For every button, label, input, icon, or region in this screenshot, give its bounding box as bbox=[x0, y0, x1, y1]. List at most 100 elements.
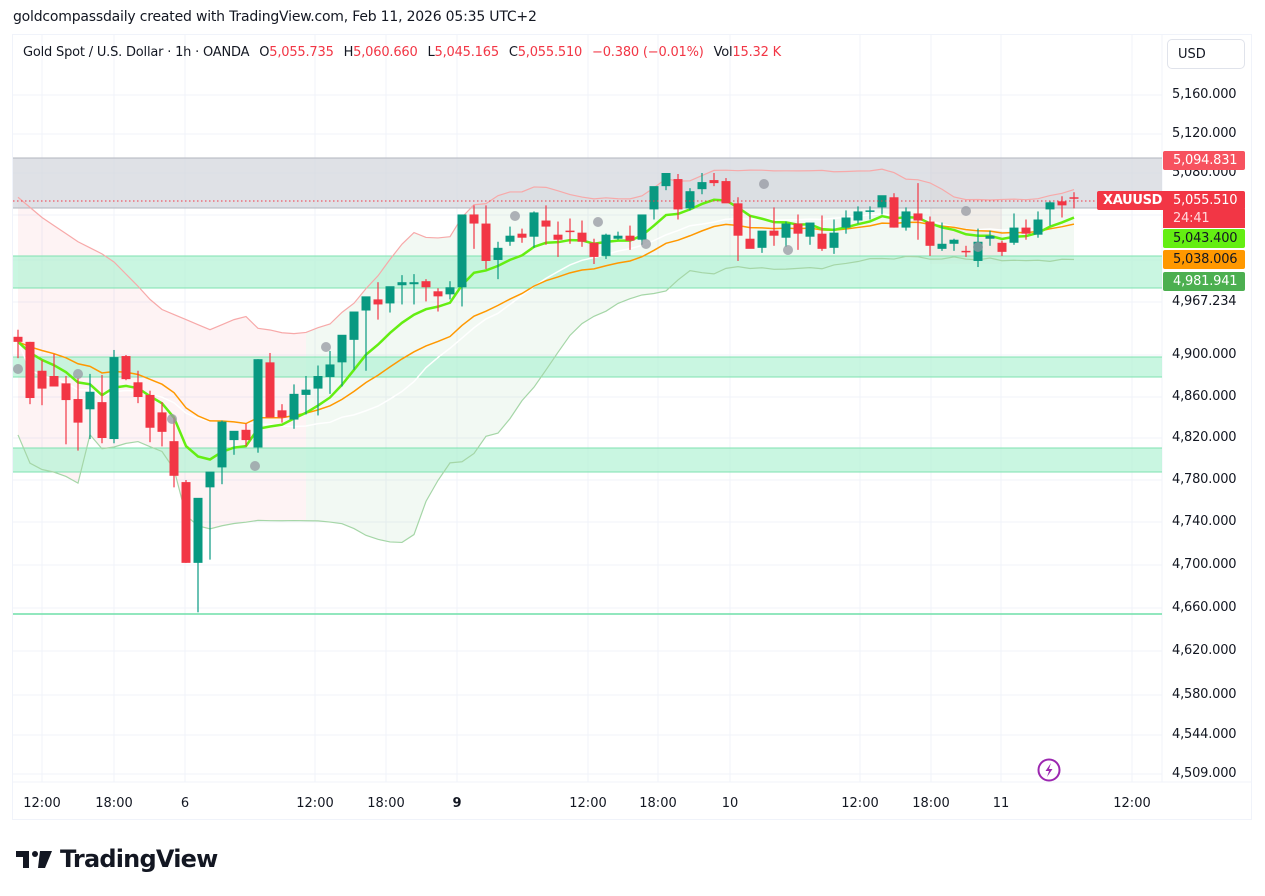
price-axis-label: 4,660.000 bbox=[1172, 600, 1237, 615]
candle bbox=[301, 376, 311, 415]
candle bbox=[409, 274, 419, 305]
candlesticks bbox=[13, 173, 1079, 613]
volume-label: Vol bbox=[713, 45, 733, 60]
candle bbox=[1045, 201, 1055, 226]
candle bbox=[1021, 219, 1031, 240]
candle bbox=[193, 497, 203, 613]
time-axis-label: 12:00 bbox=[23, 796, 61, 811]
candle bbox=[337, 334, 347, 387]
candle bbox=[145, 390, 155, 443]
tradingview-logo-text: TradingView bbox=[60, 845, 218, 873]
ema-fast-tag: 5,043.400 bbox=[1163, 229, 1245, 248]
candle bbox=[97, 374, 107, 444]
signal-dots bbox=[13, 179, 983, 471]
time-axis-label: 18:00 bbox=[639, 796, 677, 811]
candle bbox=[181, 480, 191, 563]
candle bbox=[829, 219, 839, 254]
time-axis-label: 18:00 bbox=[912, 796, 950, 811]
signal-dot bbox=[250, 461, 260, 471]
candle bbox=[1069, 192, 1079, 209]
candle bbox=[505, 226, 515, 246]
candle bbox=[481, 205, 491, 270]
support-zone-3 bbox=[13, 447, 1162, 473]
tradingview-logo[interactable]: TradingView bbox=[16, 845, 218, 873]
candle bbox=[781, 221, 791, 247]
signal-dot bbox=[593, 217, 603, 227]
candle bbox=[601, 233, 611, 259]
candle bbox=[925, 216, 935, 256]
candle bbox=[109, 349, 119, 444]
candle bbox=[673, 174, 683, 220]
candle bbox=[961, 245, 971, 257]
candle bbox=[745, 215, 755, 249]
candle bbox=[289, 384, 299, 429]
close-label: C bbox=[508, 45, 518, 60]
candle bbox=[157, 402, 167, 447]
close-value: 5,055.510 bbox=[517, 45, 583, 60]
candle bbox=[841, 210, 851, 234]
lightning-icon[interactable] bbox=[1036, 757, 1062, 787]
low-label: L bbox=[427, 45, 435, 60]
support-zone-2 bbox=[13, 356, 1162, 378]
price-axis-label: 4,820.000 bbox=[1172, 430, 1237, 445]
time-axis-label: 12:00 bbox=[841, 796, 879, 811]
candle bbox=[349, 311, 359, 370]
candle bbox=[385, 286, 395, 313]
candle bbox=[217, 420, 227, 485]
candle bbox=[721, 178, 731, 204]
candle bbox=[361, 296, 371, 371]
candle bbox=[13, 329, 23, 359]
signal-dot bbox=[321, 342, 331, 352]
candle bbox=[445, 281, 455, 300]
candle bbox=[241, 423, 251, 447]
candle bbox=[937, 222, 947, 251]
candle bbox=[853, 206, 863, 224]
candle bbox=[493, 241, 503, 280]
chart-frame bbox=[12, 34, 1252, 820]
signal-dot bbox=[73, 369, 83, 379]
currency-button[interactable]: USD bbox=[1167, 39, 1245, 69]
time-axis-label: 12:00 bbox=[1113, 796, 1151, 811]
candle bbox=[865, 206, 875, 220]
candle bbox=[817, 215, 827, 251]
candle bbox=[985, 230, 995, 246]
volume-value: 15.32 K bbox=[732, 45, 781, 60]
candle bbox=[421, 279, 431, 302]
candle bbox=[709, 173, 719, 187]
countdown-tag: 24:41 bbox=[1163, 209, 1245, 228]
candle bbox=[253, 359, 263, 453]
chart-credit: goldcompassdaily created with TradingVie… bbox=[13, 9, 537, 25]
candle bbox=[733, 197, 743, 261]
candle bbox=[121, 355, 131, 381]
candle bbox=[697, 173, 707, 195]
time-axis-label: 6 bbox=[180, 796, 190, 811]
candle bbox=[661, 173, 671, 191]
candle bbox=[529, 211, 539, 248]
symbol-legend[interactable]: Gold Spot / U.S. Dollar · 1h · OANDA O5,… bbox=[23, 45, 781, 60]
signal-dot bbox=[961, 206, 971, 216]
candle bbox=[613, 231, 623, 240]
candle bbox=[1057, 196, 1067, 218]
candle bbox=[901, 207, 911, 231]
price-axis-label: 4,509.000 bbox=[1172, 766, 1237, 781]
price-axis-label: 5,160.000 bbox=[1172, 87, 1237, 102]
open-label: O bbox=[259, 45, 270, 60]
signal-dot bbox=[510, 211, 520, 221]
candle bbox=[577, 220, 587, 247]
candle bbox=[313, 365, 323, 416]
price-axis-label: 4,700.000 bbox=[1172, 557, 1237, 572]
candle bbox=[25, 341, 35, 405]
candle bbox=[589, 238, 599, 264]
candle bbox=[73, 378, 83, 451]
candle bbox=[769, 207, 779, 246]
price-axis-label: 4,544.000 bbox=[1172, 727, 1237, 742]
candle bbox=[793, 214, 803, 250]
candle bbox=[61, 376, 71, 445]
candle bbox=[685, 188, 695, 211]
ema-slow-tag: 5,038.006 bbox=[1163, 250, 1245, 269]
candle bbox=[397, 275, 407, 305]
candle bbox=[649, 186, 659, 220]
time-axis-label: 10 bbox=[721, 796, 739, 811]
price-axis-label: 4,740.000 bbox=[1172, 514, 1237, 529]
